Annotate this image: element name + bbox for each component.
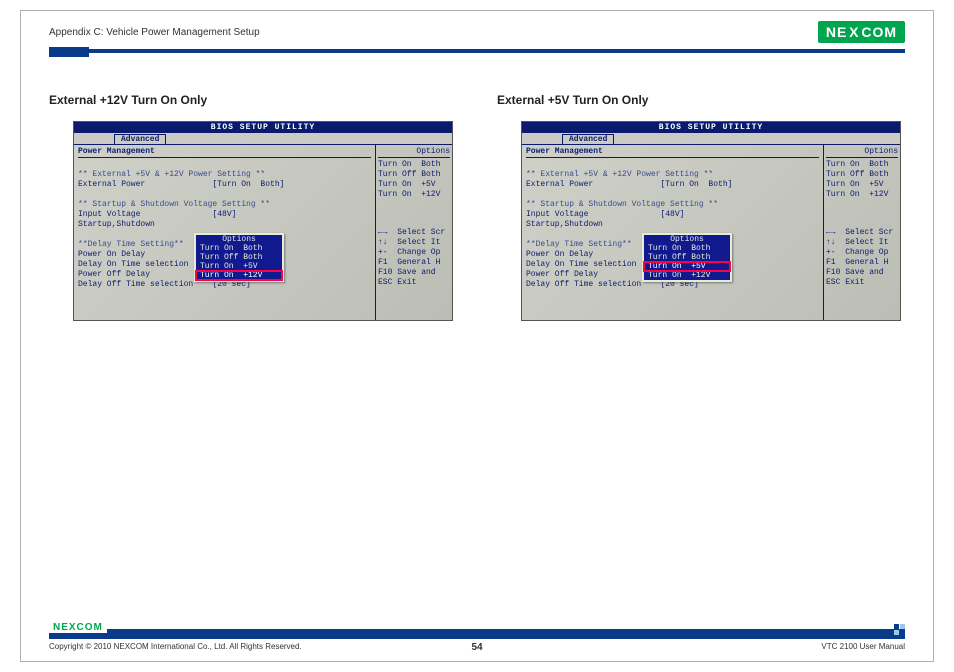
bios-row-external-power[interactable]: External Power [Turn On Both]	[526, 180, 819, 190]
bios-row-input-voltage[interactable]: Input Voltage [48V]	[526, 210, 819, 220]
bios-options-popup: Options Turn On BothTurn Off BothTurn On…	[194, 233, 284, 282]
column-title: External +12V Turn On Only	[49, 93, 457, 107]
bios-tab-advanced[interactable]: Advanced	[114, 134, 166, 144]
nexcom-logo-top: NE X COM	[818, 21, 905, 43]
help-row: ESC Exit	[378, 278, 450, 288]
popup-option[interactable]: Turn On +12V	[644, 271, 730, 280]
panel-option: Turn On +5V	[826, 180, 898, 190]
footer-page-number: 54	[471, 642, 482, 653]
panel-option: Turn On +12V	[378, 190, 450, 200]
help-row: ←→ Select Scr	[826, 228, 898, 238]
bios-heading-external: ** External +5V & +12V Power Setting **	[526, 170, 819, 180]
help-row: ←→ Select Scr	[378, 228, 450, 238]
help-row: +- Change Op	[378, 248, 450, 258]
bios-right-header: Options	[826, 147, 898, 158]
popup-option[interactable]: Turn On Both	[644, 244, 730, 253]
bios-help-block: ←→ Select Scr↑↓ Select It+- Change OpF1 …	[826, 228, 898, 288]
bios-heading-external: ** External +5V & +12V Power Setting **	[78, 170, 371, 180]
bios-screenshot: BIOS SETUP UTILITY Advanced Power Manage…	[521, 121, 901, 321]
bios-row-external-power[interactable]: External Power [Turn On Both]	[78, 180, 371, 190]
header-tab-marker	[49, 47, 89, 57]
bios-heading-startup: ** Startup & Shutdown Voltage Setting **	[78, 200, 371, 210]
logo-part-x: X	[847, 24, 861, 40]
bios-row-startup-shutdown[interactable]: Startup,Shutdown	[78, 220, 371, 230]
bios-section-header: Power Management	[526, 147, 819, 158]
popup-option[interactable]: Turn On +5V	[644, 262, 730, 271]
bios-section-header: Power Management	[78, 147, 371, 158]
bios-title: BIOS SETUP UTILITY	[522, 122, 900, 133]
help-row: ↑↓ Select It	[826, 238, 898, 248]
panel-option: Turn On Both	[826, 160, 898, 170]
popup-option[interactable]: Turn Off Both	[644, 253, 730, 262]
footer-copyright: Copyright © 2010 NEXCOM International Co…	[49, 642, 302, 651]
panel-option: Turn On Both	[378, 160, 450, 170]
bios-row-input-voltage[interactable]: Input Voltage [48V]	[78, 210, 371, 220]
help-row: F10 Save and	[378, 268, 450, 278]
popup-option[interactable]: Turn On Both	[196, 244, 282, 253]
column-title: External +5V Turn On Only	[497, 93, 905, 107]
nexcom-logo-footer: NEXCOM	[49, 622, 107, 633]
bios-help-block: ←→ Select Scr↑↓ Select It+- Change OpF1 …	[378, 228, 450, 288]
bios-heading-startup: ** Startup & Shutdown Voltage Setting **	[526, 200, 819, 210]
appendix-title: Appendix C: Vehicle Power Management Set…	[49, 27, 260, 38]
help-row: F1 General H	[378, 258, 450, 268]
bios-title: BIOS SETUP UTILITY	[74, 122, 452, 133]
popup-option[interactable]: Turn Off Both	[196, 253, 282, 262]
bios-screenshot: BIOS SETUP UTILITY Advanced Power Manage…	[73, 121, 453, 321]
panel-option: Turn Off Both	[378, 170, 450, 180]
footer-squares-icon	[894, 624, 905, 635]
help-row: ESC Exit	[826, 278, 898, 288]
popup-option[interactable]: Turn On +12V	[196, 271, 282, 280]
popup-title: Options	[644, 235, 730, 244]
bios-options-popup: Options Turn On BothTurn Off BothTurn On…	[642, 233, 732, 282]
panel-option: Turn On +12V	[826, 190, 898, 200]
help-row: F10 Save and	[826, 268, 898, 278]
footer-doc-name: VTC 2100 User Manual	[821, 642, 905, 651]
logo-part-ne: NE	[826, 24, 847, 40]
help-row: F1 General H	[826, 258, 898, 268]
help-row: ↑↓ Select It	[378, 238, 450, 248]
logo-part-com: COM	[861, 24, 897, 40]
help-row: +- Change Op	[826, 248, 898, 258]
panel-option: Turn On +5V	[378, 180, 450, 190]
bios-right-header: Options	[378, 147, 450, 158]
bios-tab-advanced[interactable]: Advanced	[562, 134, 614, 144]
popup-option[interactable]: Turn On +5V	[196, 262, 282, 271]
popup-title: Options	[196, 235, 282, 244]
bios-row-startup-shutdown[interactable]: Startup,Shutdown	[526, 220, 819, 230]
panel-option: Turn Off Both	[826, 170, 898, 180]
footer-rule: NEXCOM	[49, 629, 905, 639]
